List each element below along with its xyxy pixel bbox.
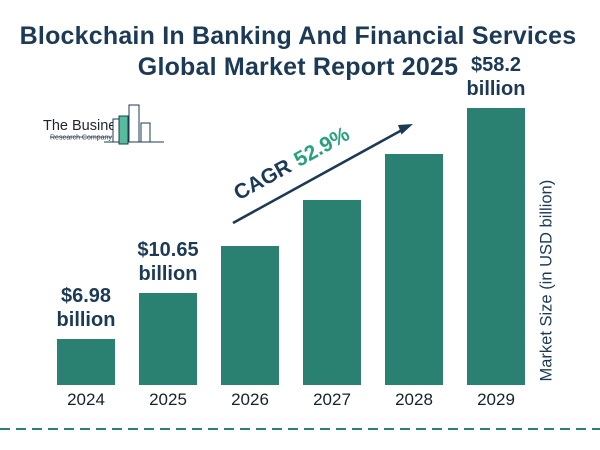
bar-2027 xyxy=(303,200,361,385)
bottom-dashed-divider xyxy=(0,428,600,430)
logo-subname: Research Company xyxy=(50,135,112,142)
x-axis-label-2029: 2029 xyxy=(477,390,515,409)
x-axis-label-2024: 2024 xyxy=(67,390,105,409)
logo-bars-icon xyxy=(50,104,164,145)
x-axis-label-2025: 2025 xyxy=(149,390,187,409)
x-axis-label-2027: 2027 xyxy=(313,390,351,409)
y-axis-label: Market Size (in USD billion) xyxy=(537,179,556,382)
bar-value-label-2025: $10.65 billion xyxy=(137,239,199,285)
logo-name: The Business xyxy=(43,118,131,134)
x-axis-label-2026: 2026 xyxy=(231,390,269,409)
page-title: Blockchain In Banking And Financial Serv… xyxy=(0,21,596,83)
bar-2028 xyxy=(385,154,443,385)
bar-2025 xyxy=(139,293,197,385)
bar-2029 xyxy=(467,108,525,385)
company-logo: The Business Research Company xyxy=(43,104,164,145)
page-title-line2: Global Market Report 2025 xyxy=(137,53,459,81)
x-axis-label-2028: 2028 xyxy=(395,390,433,409)
bar-value-label-2024: $6.98 billion xyxy=(56,285,116,331)
bar-2026 xyxy=(221,246,279,385)
page-title-line1: Blockchain In Banking And Financial Serv… xyxy=(19,22,577,50)
bar-value-label-2029: $58.2 billion xyxy=(466,54,526,100)
bar-2024 xyxy=(57,339,115,385)
